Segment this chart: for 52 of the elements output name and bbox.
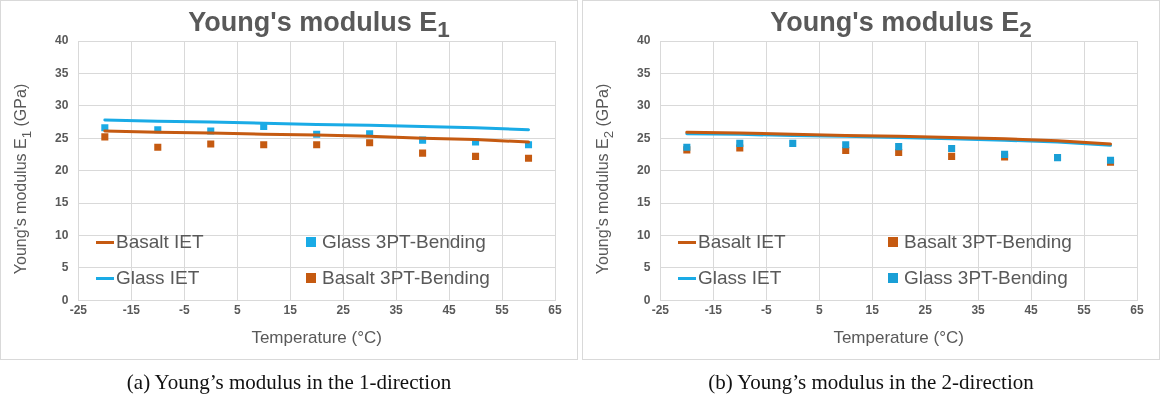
x-tick-label: 35	[389, 302, 404, 317]
y-tick-label: 20	[54, 162, 69, 177]
y-tick-label: 30	[54, 98, 69, 113]
legend-label: Glass IET	[116, 267, 200, 289]
legend-label: Basalt IET	[116, 231, 204, 253]
x-tick-label: 45	[442, 302, 457, 317]
y-tick-label: 40	[636, 33, 651, 48]
text: (b) Young’s modulus in the 2-direction	[707, 370, 1035, 395]
y-tick-label: 30	[636, 98, 651, 113]
x-tick-label: -15	[704, 302, 723, 317]
x-tick-label: 55	[1077, 302, 1092, 317]
x-tick-label: 15	[283, 302, 298, 317]
x-tick-label: -5	[178, 302, 190, 317]
y-tick-label: 40	[54, 33, 69, 48]
y-tick-label: 15	[54, 195, 69, 210]
chart-title: Young's modulus E$_{1}$	[188, 7, 450, 43]
chart-title: Young's modulus E$_{2}$	[770, 7, 1032, 43]
legend-label: Basalt 3PT-Bending	[904, 231, 1072, 253]
legend-label: Basalt IET	[698, 231, 786, 253]
x-tick-label: -5	[760, 302, 772, 317]
y-tick-label: 0	[61, 292, 69, 307]
y-tick-label: 35	[54, 65, 69, 80]
x-tick-label: 25	[918, 302, 933, 317]
y-tick-label: 5	[61, 260, 69, 275]
legend-label: Glass IET	[698, 267, 782, 289]
y-tick-label: 35	[636, 65, 651, 80]
x-tick-label: 65	[1130, 302, 1144, 317]
x-tick-label: -15	[122, 302, 141, 317]
y-tick-label: 25	[636, 130, 651, 145]
y-tick-label: 10	[636, 227, 651, 242]
x-tick-label: -25	[69, 302, 88, 317]
x-tick-label: 5	[815, 302, 823, 317]
x-tick-label: 5	[233, 302, 241, 317]
legend-label: Basalt 3PT-Bending	[322, 267, 490, 289]
x-axis-title: Temperature (°C)	[833, 328, 964, 348]
x-tick-label: 55	[495, 302, 510, 317]
x-tick-label: -25	[651, 302, 670, 317]
y-tick-label: 0	[643, 292, 651, 307]
x-tick-label: 35	[971, 302, 986, 317]
y-tick-label: 5	[643, 260, 651, 275]
legend-label: Glass 3PT-Bending	[904, 267, 1068, 289]
x-tick-label: 65	[548, 302, 562, 317]
legend-label: Glass 3PT-Bending	[322, 231, 486, 253]
x-axis-title: Temperature (°C)	[251, 328, 382, 348]
y-tick-label: 15	[636, 195, 651, 210]
x-tick-label: 25	[336, 302, 351, 317]
x-tick-label: 45	[1024, 302, 1039, 317]
y-tick-label: 20	[636, 162, 651, 177]
y-tick-label: 10	[54, 227, 69, 242]
text: (a) Young’s modulus in the 1-direction	[125, 370, 453, 395]
x-tick-label: 15	[865, 302, 880, 317]
y-tick-label: 25	[54, 130, 69, 145]
